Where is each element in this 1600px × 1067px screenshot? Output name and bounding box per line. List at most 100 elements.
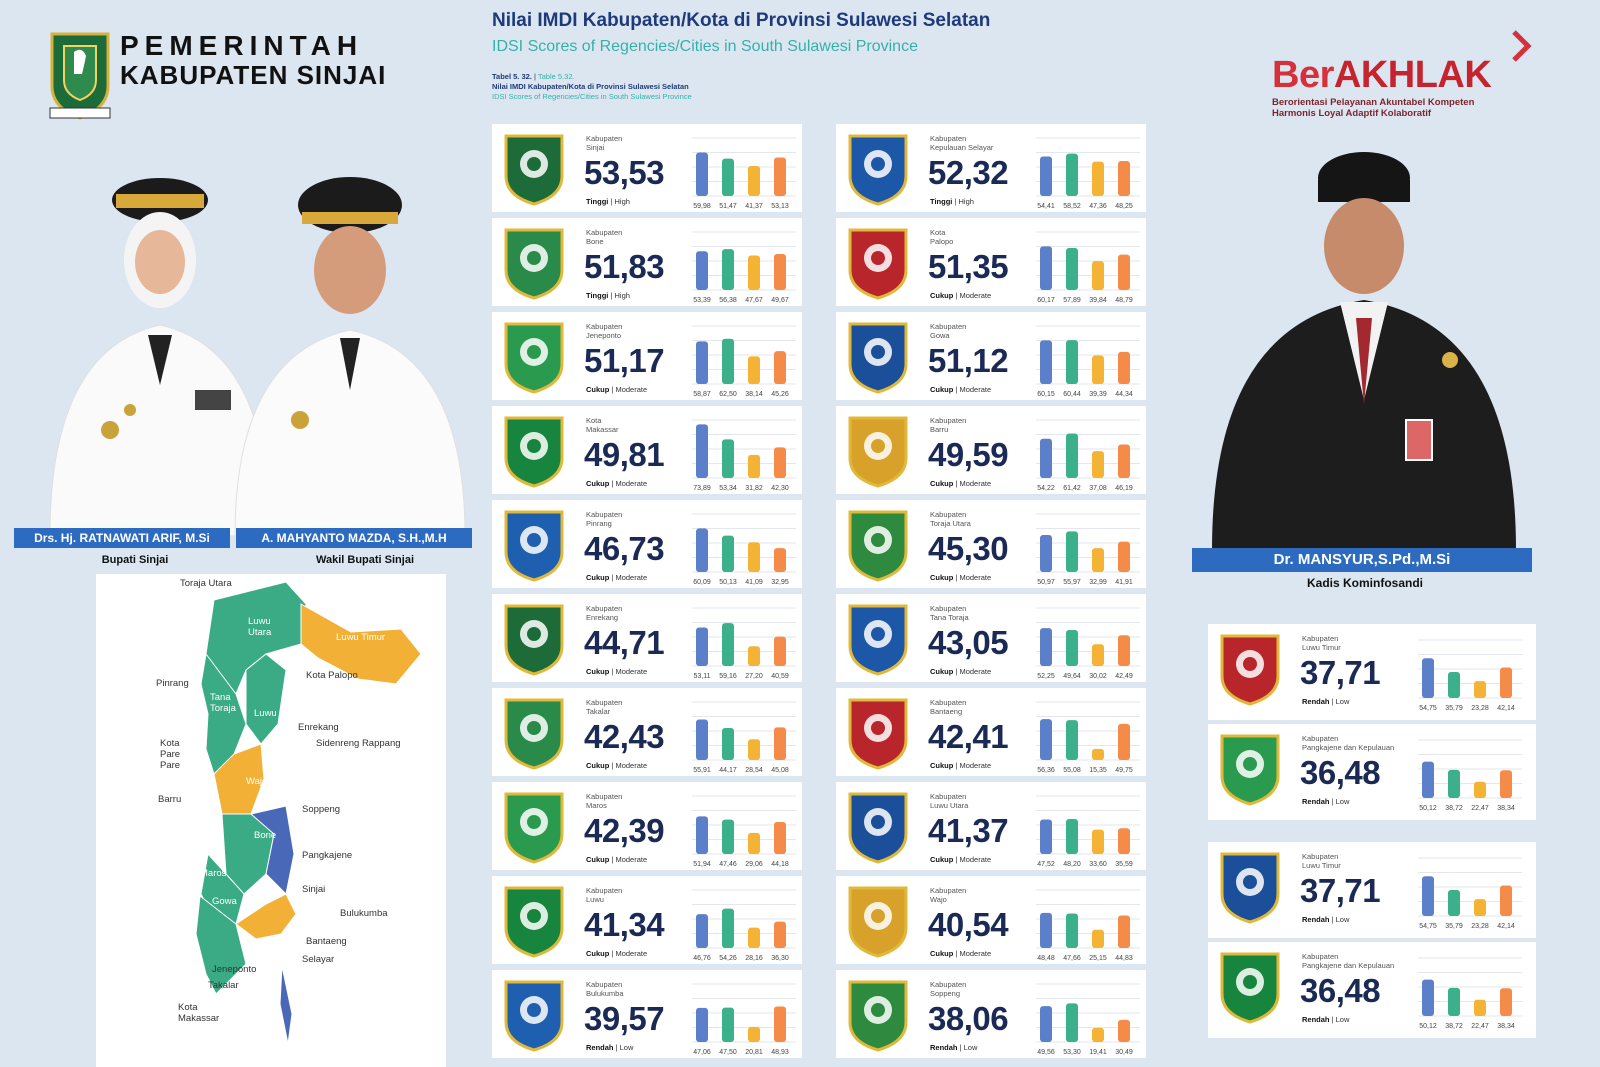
regency-kind: Kabupaten Wajo xyxy=(930,886,966,904)
bar-value-label: 62,50 xyxy=(719,391,737,398)
category-id: Cukup xyxy=(586,479,610,488)
category-id: Rendah xyxy=(586,1043,614,1052)
bar-value-label: 45,26 xyxy=(771,391,789,398)
regency-emblem-icon xyxy=(848,980,908,1052)
sinjai-emblem-icon xyxy=(49,32,111,120)
regency-emblem-icon xyxy=(1220,852,1280,924)
regency-kind: Kabupaten Pangkajene dan Kepulauan xyxy=(1302,952,1394,970)
regency-name: Luwu xyxy=(586,895,604,904)
regency-kind: Kabupaten Maros xyxy=(586,792,622,810)
map-label: Enrekang xyxy=(298,722,339,733)
imdi-score: 51,35 xyxy=(928,248,1009,285)
bar xyxy=(748,927,760,948)
bar-value-label: 50,12 xyxy=(1419,1023,1437,1030)
bar xyxy=(1118,254,1130,290)
regency-name: Maros xyxy=(586,801,607,810)
bar-value-label: 44,83 xyxy=(1115,955,1133,962)
south-sulawesi-map xyxy=(195,581,422,1045)
bar xyxy=(696,816,708,854)
official-name-1: Drs. Hj. RATNAWATI ARIF, M.Si xyxy=(14,528,230,548)
score-card: Kabupaten Bone 51,83 Tinggi | High 53,39 56,3… xyxy=(492,218,802,306)
imdi-score: 41,37 xyxy=(928,812,1009,849)
category-separator: | xyxy=(609,479,616,488)
category-id: Cukup xyxy=(586,573,610,582)
category-id: Cukup xyxy=(586,761,610,770)
category-separator: | xyxy=(953,667,960,676)
bar-value-label: 49,75 xyxy=(1115,767,1133,774)
regency-emblem-icon xyxy=(1220,634,1280,706)
bar-value-label: 53,39 xyxy=(693,297,711,304)
bar xyxy=(1500,770,1512,798)
bar-value-label: 41,09 xyxy=(745,579,763,586)
regency-type: Kabupaten xyxy=(930,980,967,989)
regency-type: Kabupaten xyxy=(1302,852,1339,861)
imdi-score: 37,71 xyxy=(1300,654,1381,691)
imdi-score: 38,06 xyxy=(928,1000,1009,1037)
bar-value-label: 38,14 xyxy=(745,391,763,398)
bar xyxy=(696,341,708,384)
bar-value-label: 28,54 xyxy=(745,767,763,774)
score-card: Kabupaten Bulukumba 39,57 Rendah | Low 47,06… xyxy=(492,970,802,1058)
bar-value-label: 48,20 xyxy=(1063,861,1081,868)
mini-bar-chart: 52,25 49,64 30,02 42,49 xyxy=(1036,607,1140,680)
score-category: Rendah | Low xyxy=(930,1043,977,1052)
bar xyxy=(1500,988,1512,1016)
map-label: Sidenreng Rappang xyxy=(316,738,401,749)
bar xyxy=(1422,761,1434,798)
bar-value-label: 59,16 xyxy=(719,673,737,680)
category-id: Cukup xyxy=(586,385,610,394)
bar-value-label: 23,28 xyxy=(1471,923,1489,930)
imdi-score: 51,17 xyxy=(584,342,665,379)
imdi-score: 49,59 xyxy=(928,436,1009,473)
bar xyxy=(1066,531,1078,572)
category-separator: | xyxy=(953,573,960,582)
category-id: Cukup xyxy=(930,573,954,582)
regency-type: Kabupaten xyxy=(586,322,623,331)
category-en: Low xyxy=(963,1043,978,1052)
bar xyxy=(1092,748,1104,760)
bar-value-label: 38,34 xyxy=(1497,1023,1515,1030)
regency-type: Kabupaten xyxy=(586,604,623,613)
category-id: Cukup xyxy=(930,479,954,488)
map-label: Bantaeng xyxy=(306,936,347,947)
imdi-score: 52,32 xyxy=(928,154,1009,191)
category-id: Cukup xyxy=(930,291,954,300)
bar-value-label: 22,47 xyxy=(1471,805,1489,812)
mini-bar-chart: 59,98 51,47 41,37 53,13 xyxy=(692,137,796,210)
bar-value-label: 47,50 xyxy=(719,1049,737,1056)
score-category: Tinggi | High xyxy=(586,197,630,206)
regency-name: Pangkajene dan Kepulauan xyxy=(1302,961,1395,970)
bar-value-label: 49,67 xyxy=(771,297,789,304)
regency-type: Kabupaten xyxy=(586,134,623,143)
regency-name: Barru xyxy=(930,425,949,434)
regency-type: Kabupaten xyxy=(930,886,967,895)
gov-title: PEMERINTAH KABUPATEN SINJAI xyxy=(120,30,386,91)
bar-value-label: 39,84 xyxy=(1089,297,1107,304)
bar-value-label: 54,75 xyxy=(1419,923,1437,930)
regency-emblem-icon xyxy=(848,792,908,864)
bar xyxy=(1118,351,1130,384)
regency-name: Jeneponto xyxy=(586,331,622,340)
map-label: Toraja Utara xyxy=(180,578,232,589)
bar xyxy=(748,542,760,572)
bar xyxy=(1092,355,1104,384)
bar xyxy=(1474,899,1486,916)
bar xyxy=(1066,153,1078,196)
bar-value-label: 35,79 xyxy=(1445,923,1463,930)
bar xyxy=(774,636,786,666)
mini-bar-chart: 47,52 48,20 33,60 35,59 xyxy=(1036,795,1140,868)
bar xyxy=(1040,1006,1052,1042)
category-en: Low xyxy=(1335,697,1350,706)
bar xyxy=(1118,541,1130,572)
bar-value-label: 42,30 xyxy=(771,485,789,492)
bar xyxy=(722,535,734,572)
bar xyxy=(1474,781,1486,798)
bar-value-label: 36,30 xyxy=(771,955,789,962)
mini-bar-chart: 51,94 47,46 29,06 44,18 xyxy=(692,795,796,868)
category-id: Rendah xyxy=(930,1043,958,1052)
regency-kind: Kabupaten Luwu Timur xyxy=(1302,852,1341,870)
bar-value-label: 28,16 xyxy=(745,955,763,962)
score-card: Kabupaten Luwu Utara 41,37 Cukup | Moderate… xyxy=(836,782,1146,870)
bar xyxy=(774,821,786,854)
bar-value-label: 38,72 xyxy=(1445,1023,1463,1030)
